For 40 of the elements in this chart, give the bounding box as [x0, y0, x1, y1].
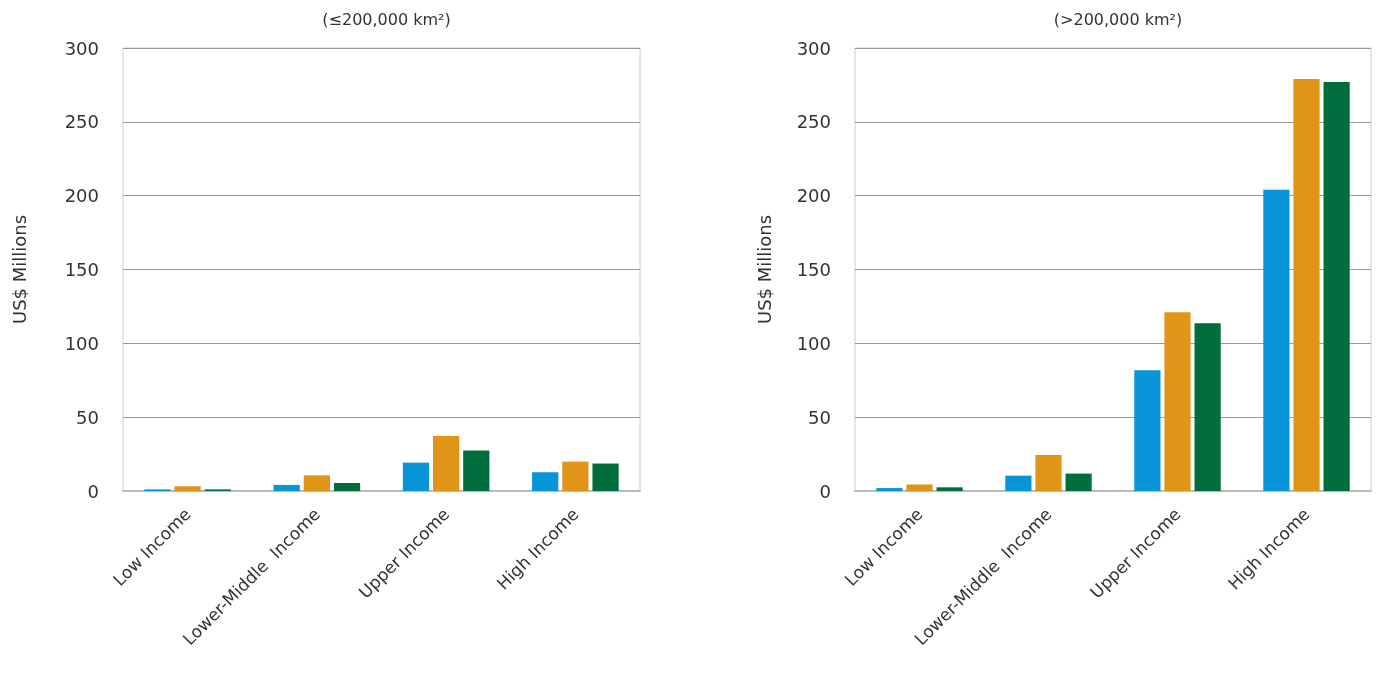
bar: [1065, 473, 1092, 491]
y-tick-label: 300: [796, 37, 831, 59]
y-tick-label: 100: [64, 332, 99, 354]
chart-title: (≤200,000 km²): [322, 9, 451, 29]
y-axis-title: US$ Millions: [8, 214, 30, 325]
bar: [433, 435, 460, 491]
bar: [1263, 189, 1290, 491]
bar: [532, 472, 559, 491]
bar: [1164, 312, 1191, 491]
y-tick-label: 150: [64, 259, 99, 280]
bar: [303, 475, 330, 491]
y-tick-label: 200: [796, 185, 831, 207]
y-tick-label: 250: [64, 111, 99, 133]
bar: [1323, 81, 1350, 491]
bar: [936, 487, 963, 491]
bar: [1035, 454, 1062, 491]
bar: [273, 484, 300, 491]
bar: [1194, 323, 1221, 491]
bar: [174, 486, 201, 491]
chart-title: (>200,000 km²): [1053, 9, 1183, 29]
bar: [876, 488, 903, 491]
bar: [1134, 370, 1161, 491]
y-tick-label: 300: [64, 37, 99, 59]
bar: [463, 450, 490, 491]
y-tick-label: 250: [796, 111, 831, 133]
y-axis-title: US$ Millions: [753, 214, 775, 325]
y-tick-label: 50: [76, 406, 99, 428]
bar: [402, 462, 430, 491]
y-tick-label: 200: [64, 185, 99, 207]
bar: [906, 484, 933, 491]
y-tick-label: 0: [819, 480, 831, 502]
bar: [592, 463, 619, 491]
y-tick-label: 100: [796, 332, 831, 354]
bar: [1005, 475, 1032, 491]
y-tick-label: 50: [808, 406, 831, 428]
bar: [1293, 79, 1320, 491]
y-tick-label: 150: [796, 259, 831, 280]
bar: [333, 483, 361, 491]
y-tick-label: 0: [87, 480, 99, 502]
bar: [562, 461, 589, 491]
